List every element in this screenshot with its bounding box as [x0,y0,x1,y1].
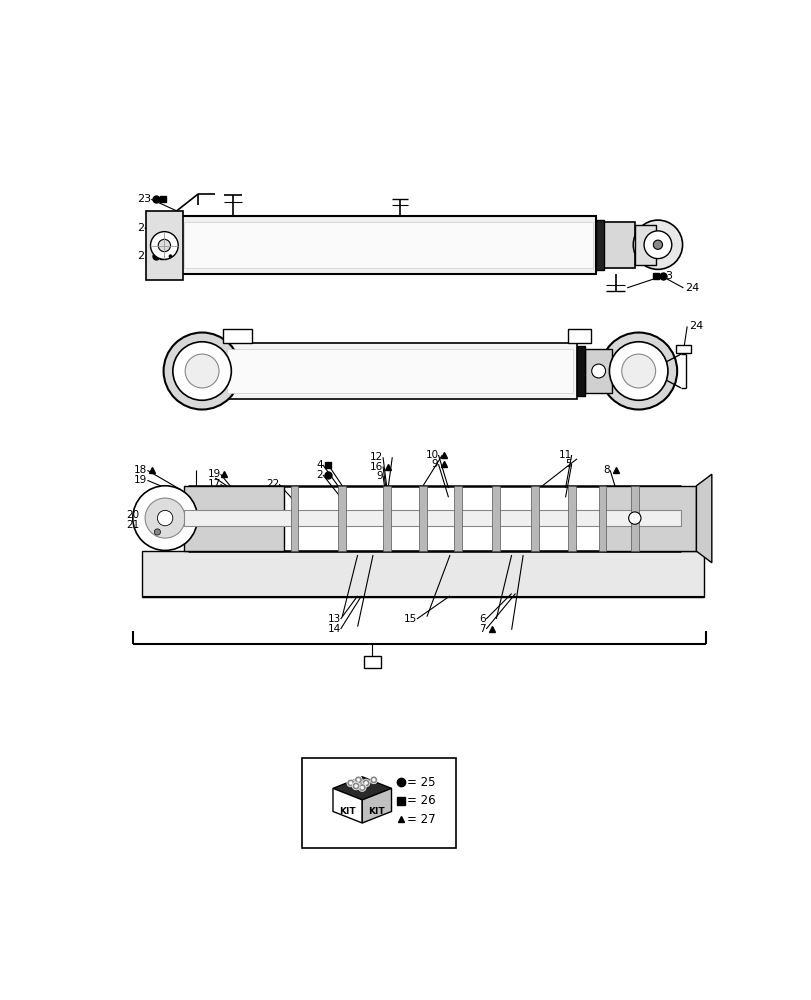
Circle shape [154,529,161,535]
Polygon shape [333,788,362,823]
Bar [418,486,427,551]
Circle shape [599,333,676,410]
Text: 15: 15 [403,614,416,624]
Bar [302,758,456,848]
Circle shape [157,510,173,526]
Bar [290,486,298,551]
Text: 9: 9 [376,471,383,481]
Circle shape [643,231,671,259]
Bar [142,551,703,597]
Polygon shape [696,474,711,563]
Text: 7: 7 [479,624,486,634]
Bar [453,486,461,551]
Bar [603,222,634,268]
Text: 14: 14 [327,624,341,634]
Circle shape [133,486,197,550]
Circle shape [591,364,605,378]
Bar [603,486,696,551]
Circle shape [371,778,375,781]
Text: KIT: KIT [368,807,384,816]
Text: 1: 1 [371,659,378,669]
Circle shape [609,342,667,400]
Text: 24: 24 [137,223,151,233]
Text: 22: 22 [265,479,279,489]
Bar [383,486,390,551]
Text: 2: 2 [316,470,323,480]
Bar [338,486,345,551]
Circle shape [653,240,662,249]
Text: 5: 5 [564,459,571,469]
Bar [634,225,655,265]
Circle shape [633,220,682,269]
Circle shape [163,333,240,410]
Text: KIT: KIT [339,807,355,816]
Bar [491,486,500,551]
Bar [222,343,577,399]
Text: 17: 17 [207,479,221,489]
Circle shape [352,782,359,790]
Text: 23: 23 [137,194,151,204]
Bar [184,486,284,551]
Circle shape [370,776,377,784]
Text: = 26: = 26 [406,794,435,807]
Text: 8: 8 [603,465,609,475]
Bar [567,486,575,551]
Text: 20: 20 [127,510,139,520]
Text: 10: 10 [425,450,438,460]
Circle shape [358,784,366,791]
Circle shape [158,239,170,252]
Circle shape [356,778,359,781]
Circle shape [185,354,219,388]
Circle shape [145,498,185,538]
Circle shape [169,255,172,258]
Text: 23: 23 [137,251,151,261]
Text: 4: 4 [316,460,323,470]
Circle shape [360,786,363,789]
Bar [363,656,380,668]
Text: = 27: = 27 [406,813,435,826]
Circle shape [628,512,640,524]
Text: 19: 19 [207,469,221,479]
Text: 11: 11 [558,450,571,460]
Circle shape [362,779,370,787]
Circle shape [150,232,178,259]
Text: 21: 21 [127,520,139,530]
Text: 19: 19 [134,475,148,485]
Bar [530,486,538,551]
Text: 3: 3 [665,271,672,281]
Bar [598,486,606,551]
Bar [146,211,182,280]
Bar [226,349,573,393]
Text: 16: 16 [369,462,383,472]
Text: 13: 13 [327,614,341,624]
Bar [584,349,611,393]
Text: = 25: = 25 [406,776,435,789]
Text: 24: 24 [688,321,702,331]
Circle shape [349,781,352,785]
Circle shape [354,776,362,784]
Polygon shape [333,777,391,800]
Bar [630,486,638,551]
Bar [184,510,680,526]
Polygon shape [362,788,391,823]
Circle shape [346,779,354,787]
Text: 12: 12 [369,452,383,462]
Text: 24: 24 [684,283,698,293]
Bar [595,220,603,270]
Text: 9: 9 [431,459,438,469]
Bar [577,346,584,396]
Bar [675,345,690,353]
Text: 6: 6 [479,614,486,624]
Circle shape [173,342,231,400]
Circle shape [621,354,654,388]
Bar [183,222,593,268]
Bar [180,216,595,274]
Text: 18: 18 [134,465,148,475]
Bar [567,329,590,343]
Circle shape [364,781,367,785]
Circle shape [354,785,357,788]
Bar [222,329,252,343]
